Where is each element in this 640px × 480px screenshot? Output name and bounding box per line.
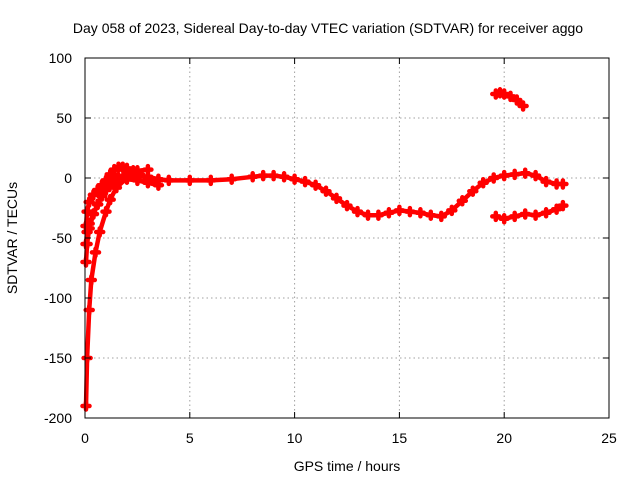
data-point (467, 185, 479, 197)
grid (85, 58, 609, 418)
data-point (529, 209, 542, 221)
data-point (152, 179, 165, 191)
data-point (435, 210, 448, 223)
data-point (163, 174, 175, 187)
data-point (100, 205, 112, 218)
data-point (504, 90, 517, 103)
y-tick-label: 50 (56, 110, 72, 126)
data-point (131, 174, 144, 187)
data-point (288, 173, 301, 185)
data-point (104, 175, 116, 188)
data-point (93, 226, 106, 238)
data-point (246, 171, 259, 183)
data-point (83, 196, 95, 208)
data-point (257, 169, 269, 182)
data-point (127, 165, 139, 177)
data-point (87, 189, 100, 201)
data-point (96, 190, 108, 202)
data-point (508, 210, 521, 223)
x-tick-label: 0 (81, 430, 89, 446)
data-point (404, 205, 416, 218)
x-tick-label: 15 (392, 430, 408, 446)
data-point (508, 168, 521, 181)
data-point (351, 205, 364, 218)
series-line-1 (83, 170, 566, 409)
data-point (477, 177, 489, 189)
x-tick-label: 10 (287, 430, 303, 446)
data-point (330, 192, 343, 205)
data-point (425, 209, 437, 221)
x-tick-label: 20 (496, 430, 512, 446)
data-point (80, 256, 92, 268)
data-point (383, 207, 395, 219)
series-layer (80, 87, 569, 412)
data-point (89, 246, 102, 259)
data-point (87, 208, 100, 220)
data-point (446, 204, 458, 217)
data-point (320, 185, 332, 197)
data-point (498, 169, 510, 182)
data-point (309, 179, 322, 191)
ticks: 0 5 10 15 20 25 100 50 0 -50 -100 -150 -200 (44, 50, 617, 446)
data-point (121, 173, 133, 185)
data-point (83, 304, 95, 316)
chart-title: Day 058 of 2023, Sidereal Day-to-day VTE… (73, 20, 583, 36)
data-point (517, 100, 529, 112)
data-point (487, 172, 500, 184)
y-tick-label: -50 (52, 230, 72, 246)
data-point (372, 209, 385, 221)
x-tick-label: 5 (186, 430, 194, 446)
data-point (225, 173, 238, 185)
data-point (540, 175, 552, 188)
y-tick-label: -100 (44, 290, 72, 306)
data-point (540, 207, 552, 219)
data-point (456, 195, 469, 207)
data-point (519, 208, 531, 220)
data-point (557, 178, 569, 190)
data-point (100, 181, 112, 194)
data-point (80, 400, 92, 412)
data-point (142, 177, 154, 189)
data-point (519, 167, 531, 179)
data-point (104, 193, 116, 206)
y-tick-label: -150 (44, 350, 72, 366)
data-point (529, 169, 542, 182)
data-point (498, 213, 510, 225)
data-point (121, 162, 133, 175)
y-tick-label: 0 (64, 170, 72, 186)
data-point (110, 172, 123, 184)
data-point (362, 209, 374, 221)
data-point (414, 207, 427, 219)
x-tick-label: 25 (601, 430, 617, 446)
data-point (393, 204, 406, 217)
data-point (205, 174, 217, 187)
y-tick-label: 100 (49, 50, 73, 66)
data-point (267, 169, 280, 182)
data-point (498, 88, 510, 100)
data-point (550, 203, 563, 215)
data-point (490, 210, 502, 223)
x-axis-label: GPS time / hours (294, 458, 401, 474)
data-point (278, 171, 290, 183)
data-point (83, 222, 95, 235)
data-point (85, 274, 98, 286)
data-point (91, 184, 104, 196)
data-point (299, 175, 311, 188)
data-point (91, 198, 104, 211)
data-point (557, 199, 569, 212)
data-point (142, 163, 154, 176)
y-axis-label: SDTVAR / TECUs (4, 182, 20, 294)
y-tick-label: -200 (44, 410, 72, 426)
data-point (341, 199, 353, 212)
data-point (184, 174, 196, 187)
data-point (511, 94, 523, 106)
